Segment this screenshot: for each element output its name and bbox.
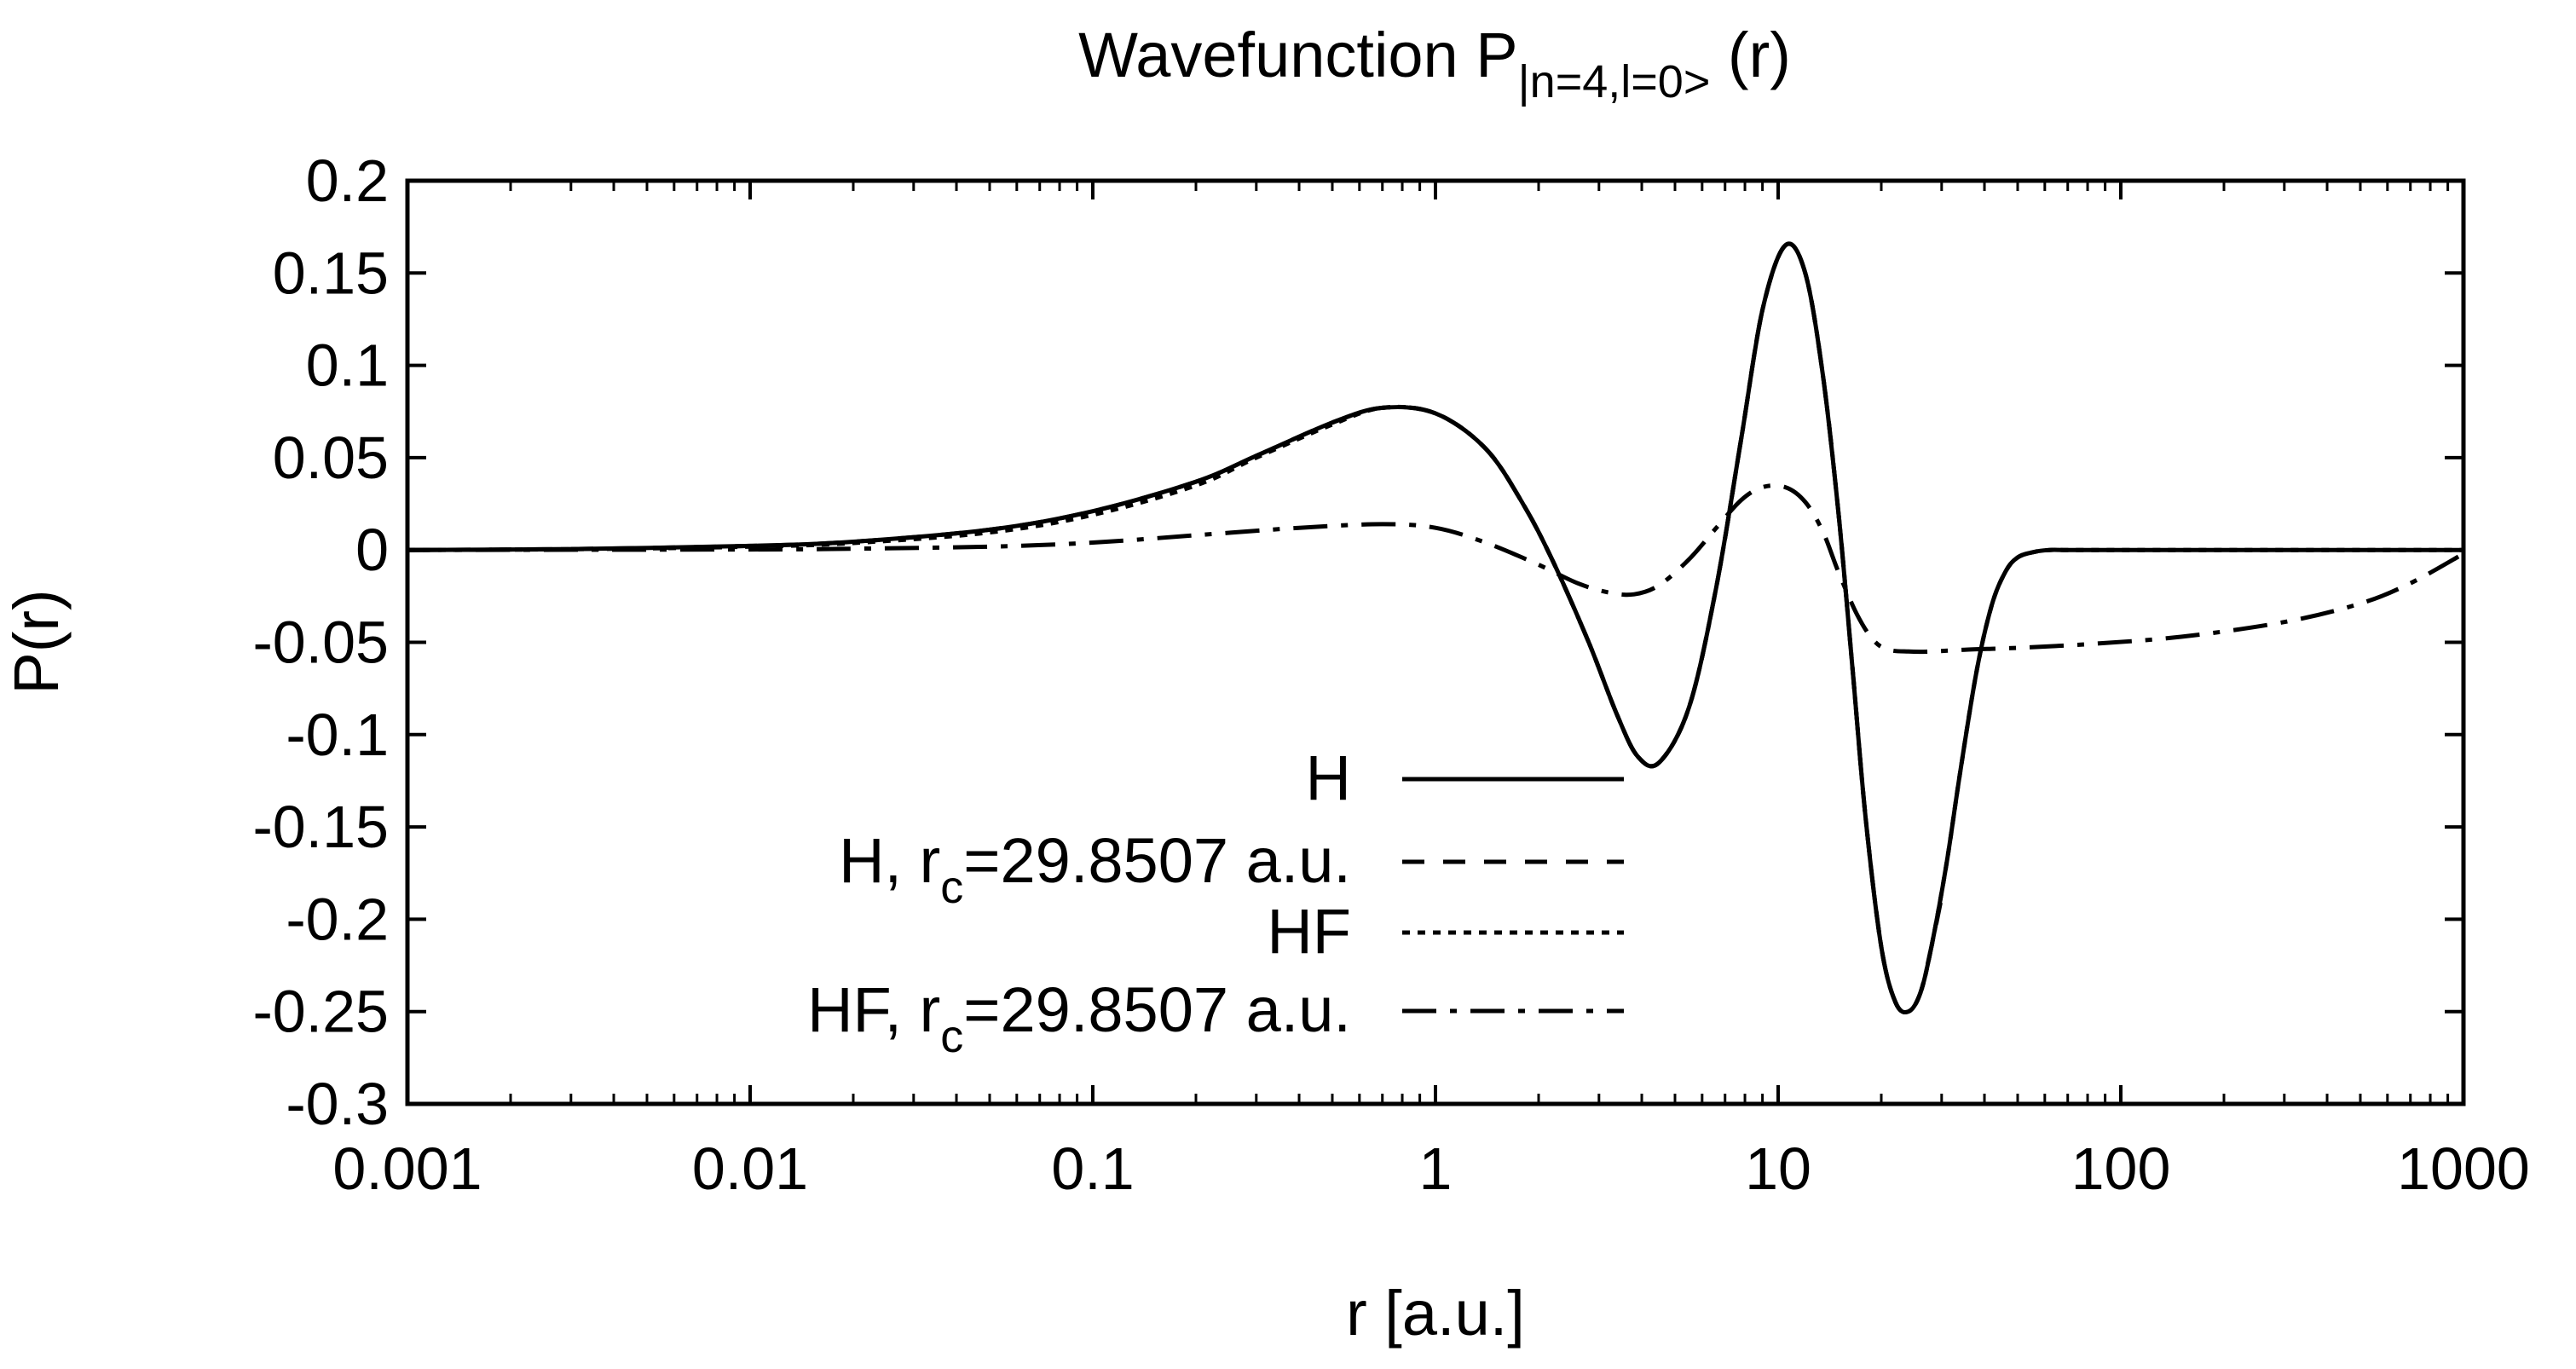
series-line-2 xyxy=(407,241,2463,1015)
y-tick-label: 0.2 xyxy=(306,147,389,214)
legend-label-0: H xyxy=(1306,742,1351,813)
legend-label-2: HF xyxy=(1267,896,1351,967)
chart-title-suffix: (r) xyxy=(1710,20,1791,90)
y-tick-label: -0.05 xyxy=(252,609,389,676)
chart-title-main: Wavefunction P xyxy=(1078,20,1518,90)
legend-label-suffix: =29.8507 a.u. xyxy=(963,974,1351,1045)
x-tick-label: 1000 xyxy=(2397,1135,2530,1202)
y-tick-label: -0.25 xyxy=(252,979,389,1045)
y-tick-label: -0.1 xyxy=(286,702,389,768)
chart-title: Wavefunction P|n=4,l=0> (r) xyxy=(1078,20,1791,107)
x-tick-label: 0.01 xyxy=(692,1135,808,1202)
series-line-1 xyxy=(407,241,1944,1015)
legend-label-3: HF, rc=29.8507 a.u. xyxy=(807,974,1351,1062)
x-tick-label: 0.1 xyxy=(1051,1135,1134,1202)
plot-frame xyxy=(405,178,2466,1106)
legend-label-main: HF, r xyxy=(807,974,940,1045)
legend-label-suffix: =29.8507 a.u. xyxy=(963,825,1351,896)
series-line-3 xyxy=(407,483,2465,655)
legend-label-1: H, rc=29.8507 a.u. xyxy=(839,825,1351,913)
y-tick-label: -0.15 xyxy=(252,794,389,860)
y-tick-label: 0.05 xyxy=(273,425,389,491)
x-tick-label: 10 xyxy=(1745,1135,1811,1202)
y-axis-label: P(r) xyxy=(1,589,72,694)
x-tick-label: 100 xyxy=(2071,1135,2171,1202)
y-tick-label: -0.2 xyxy=(286,886,389,952)
x-axis-label: r [a.u.] xyxy=(1346,1278,1525,1349)
plot-curves xyxy=(407,241,2465,1015)
axis-ticks xyxy=(406,179,2465,1106)
axis-tick-labels: 0.001 0.01 0.1 1 10 100 1000 0.2 0.15 0.1 0.05 0 -0.… xyxy=(252,147,2529,1202)
chart-title-subscript: |n=4,l=0> xyxy=(1518,56,1711,107)
legend-label-main: H, r xyxy=(839,825,940,896)
legend-label-main: H xyxy=(1306,742,1351,813)
y-tick-label: 0 xyxy=(355,517,389,583)
legend-label-subscript: c xyxy=(940,1011,963,1062)
y-tick-label: 0.15 xyxy=(273,240,389,306)
x-tick-label: 0.001 xyxy=(332,1135,482,1202)
x-tick-label: 1 xyxy=(1419,1135,1453,1202)
y-tick-label: -0.3 xyxy=(286,1071,389,1137)
series-line-0 xyxy=(407,241,2463,1015)
legend-label-subscript: c xyxy=(940,862,963,913)
y-tick-label: 0.1 xyxy=(306,332,389,399)
legend-label-main: HF xyxy=(1267,896,1351,967)
